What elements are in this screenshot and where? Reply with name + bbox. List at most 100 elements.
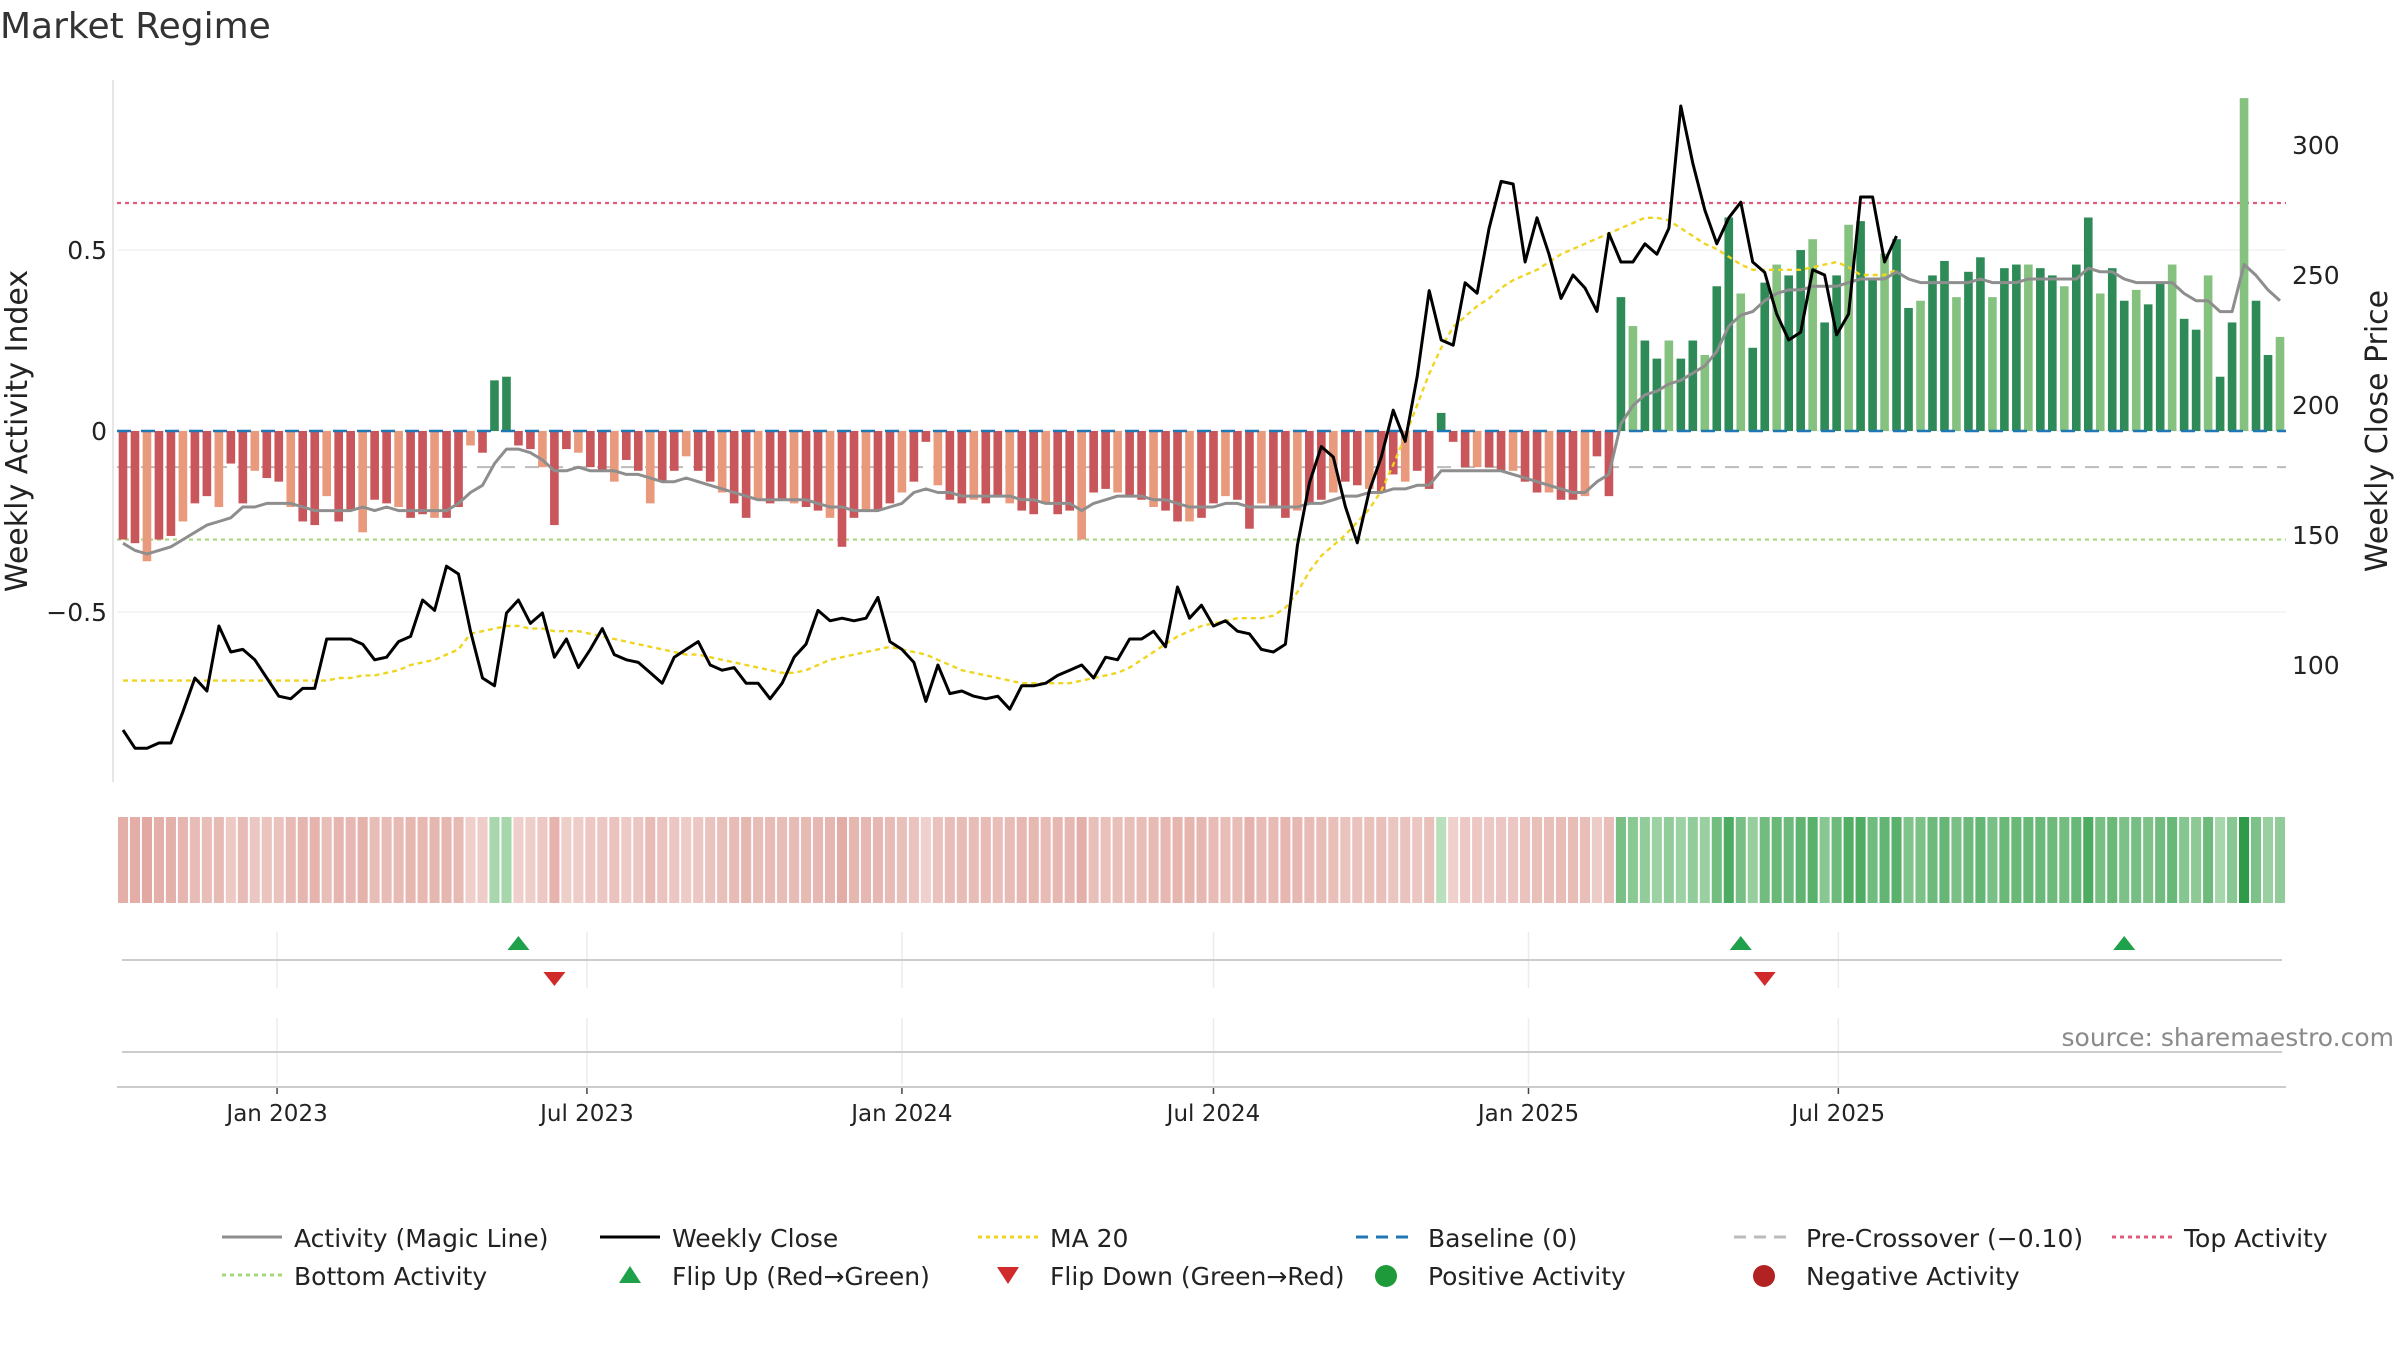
regime-strip-cell bbox=[1292, 817, 1303, 903]
ma20-line bbox=[123, 216, 1897, 685]
regime-strip-cell bbox=[1412, 817, 1423, 903]
activity-bar bbox=[945, 431, 955, 500]
regime-strip-cell bbox=[1567, 817, 1579, 903]
regime-strip-cell bbox=[369, 817, 380, 903]
regime-strip-cell bbox=[1460, 817, 1471, 903]
activity-bar bbox=[1161, 431, 1170, 511]
regime-strip-cell bbox=[189, 817, 200, 903]
legend-label-negact: Negative Activity bbox=[1806, 1262, 2020, 1291]
regime-strip-cell bbox=[417, 817, 428, 903]
regime-strip-cell bbox=[573, 817, 584, 903]
activity-bar bbox=[2107, 268, 2117, 431]
regime-strip-cell bbox=[1256, 817, 1267, 903]
activity-bar bbox=[885, 431, 895, 504]
regime-strip-cell bbox=[1939, 817, 1950, 903]
regime-strip-cell bbox=[273, 817, 284, 903]
activity-bar bbox=[1784, 275, 1794, 431]
activity-bar bbox=[538, 431, 547, 468]
legend-label-bottom: Bottom Activity bbox=[294, 1262, 487, 1291]
activity-bar bbox=[741, 431, 751, 518]
activity-bar bbox=[621, 431, 631, 460]
regime-strip-cell bbox=[681, 817, 692, 903]
activity-bar bbox=[418, 431, 427, 515]
regime-strip-cell bbox=[549, 817, 560, 903]
regime-strip-cell bbox=[2131, 817, 2142, 903]
activity-bar bbox=[1209, 431, 1218, 504]
activity-bar bbox=[1137, 431, 1146, 500]
regime-strip-cell bbox=[1160, 817, 1171, 903]
activity-bar bbox=[1616, 297, 1626, 431]
activity-bar bbox=[813, 431, 823, 511]
regime-strip-cell bbox=[2167, 817, 2178, 903]
legend-label-precross: Pre-Crossover (−0.10) bbox=[1806, 1224, 2083, 1253]
activity-bar bbox=[2203, 275, 2213, 431]
regime-strip-cell bbox=[836, 817, 848, 903]
activity-bar bbox=[2275, 336, 2285, 431]
regime-strip-cell bbox=[225, 817, 236, 903]
regime-strip-cell bbox=[1543, 817, 1555, 903]
regime-strip-cell bbox=[2119, 817, 2130, 903]
regime-strip-cell bbox=[1699, 817, 1710, 903]
activity-bar bbox=[1508, 431, 1518, 471]
activity-bar bbox=[981, 431, 991, 504]
legend-item-top: Top Activity bbox=[2112, 1224, 2328, 1253]
regime-strip-cell bbox=[1388, 817, 1399, 903]
regime-strip-cell bbox=[1843, 817, 1854, 903]
activity-bar bbox=[717, 431, 727, 493]
activity-bar bbox=[2048, 275, 2057, 431]
regime-strip-cell bbox=[908, 817, 919, 903]
activity-bar bbox=[226, 431, 236, 464]
regime-strip-cell bbox=[1651, 817, 1662, 903]
regime-strip-cell bbox=[1520, 817, 1531, 903]
regime-strip-cell bbox=[513, 817, 524, 903]
regime-strip-cell bbox=[465, 817, 476, 903]
weekly-close-line bbox=[121, 104, 1898, 750]
regime-strip-cell bbox=[872, 817, 883, 903]
activity-bar bbox=[1856, 221, 1865, 431]
regime-strip-cell bbox=[1579, 817, 1591, 903]
activity-bar bbox=[1592, 431, 1602, 457]
regime-strip-cell bbox=[2023, 817, 2034, 903]
regime-strip-cell bbox=[597, 817, 608, 903]
legend-item-precross: Pre-Crossover (−0.10) bbox=[1734, 1224, 2083, 1253]
activity-bar bbox=[1029, 431, 1039, 515]
legend-label-close: Weekly Close bbox=[672, 1224, 838, 1253]
legend-label-posact: Positive Activity bbox=[1428, 1262, 1626, 1291]
regime-strip-cell bbox=[812, 817, 824, 903]
regime-strip-cell bbox=[1340, 817, 1351, 903]
activity-bar bbox=[394, 431, 403, 507]
legend-item-close: Weekly Close bbox=[600, 1224, 838, 1253]
right-tick-label: 100 bbox=[2292, 651, 2340, 680]
activity-bar bbox=[789, 431, 799, 504]
activity-bar bbox=[2059, 286, 2069, 431]
regime-strip-cell bbox=[1196, 817, 1207, 903]
activity-bar bbox=[657, 431, 667, 482]
left-axis-title: Weekly Activity Index bbox=[0, 270, 35, 592]
regime-strip-cell bbox=[717, 817, 728, 903]
regime-strip-cell bbox=[1400, 817, 1411, 903]
regime-strip-cell bbox=[1424, 817, 1435, 903]
date-tick-label: Jan 2023 bbox=[224, 1101, 327, 1127]
regime-strip-cell bbox=[932, 817, 943, 903]
activity-bar bbox=[310, 431, 320, 526]
activity-bar bbox=[921, 431, 931, 442]
activity-bar bbox=[274, 431, 284, 482]
activity-bar bbox=[178, 431, 188, 522]
activity-bar bbox=[849, 431, 859, 518]
regime-strip-cell bbox=[1891, 817, 1902, 903]
activity-bar bbox=[1556, 431, 1566, 500]
activity-bar bbox=[1245, 431, 1254, 529]
left-tick-label: 0 bbox=[91, 417, 107, 446]
regime-strip-cell bbox=[321, 817, 332, 903]
activity-bar bbox=[2000, 268, 2009, 431]
regime-strip-cell bbox=[1040, 817, 1051, 903]
activity-bar bbox=[118, 431, 128, 540]
regime-strip-cell bbox=[1376, 817, 1387, 903]
activity-bar bbox=[1305, 431, 1314, 504]
activity-bar bbox=[1748, 347, 1758, 431]
flip-up-marker bbox=[1729, 936, 1752, 950]
activity-bar bbox=[550, 431, 559, 526]
activity-bar bbox=[490, 380, 499, 431]
regime-strip-cell bbox=[1927, 817, 1938, 903]
